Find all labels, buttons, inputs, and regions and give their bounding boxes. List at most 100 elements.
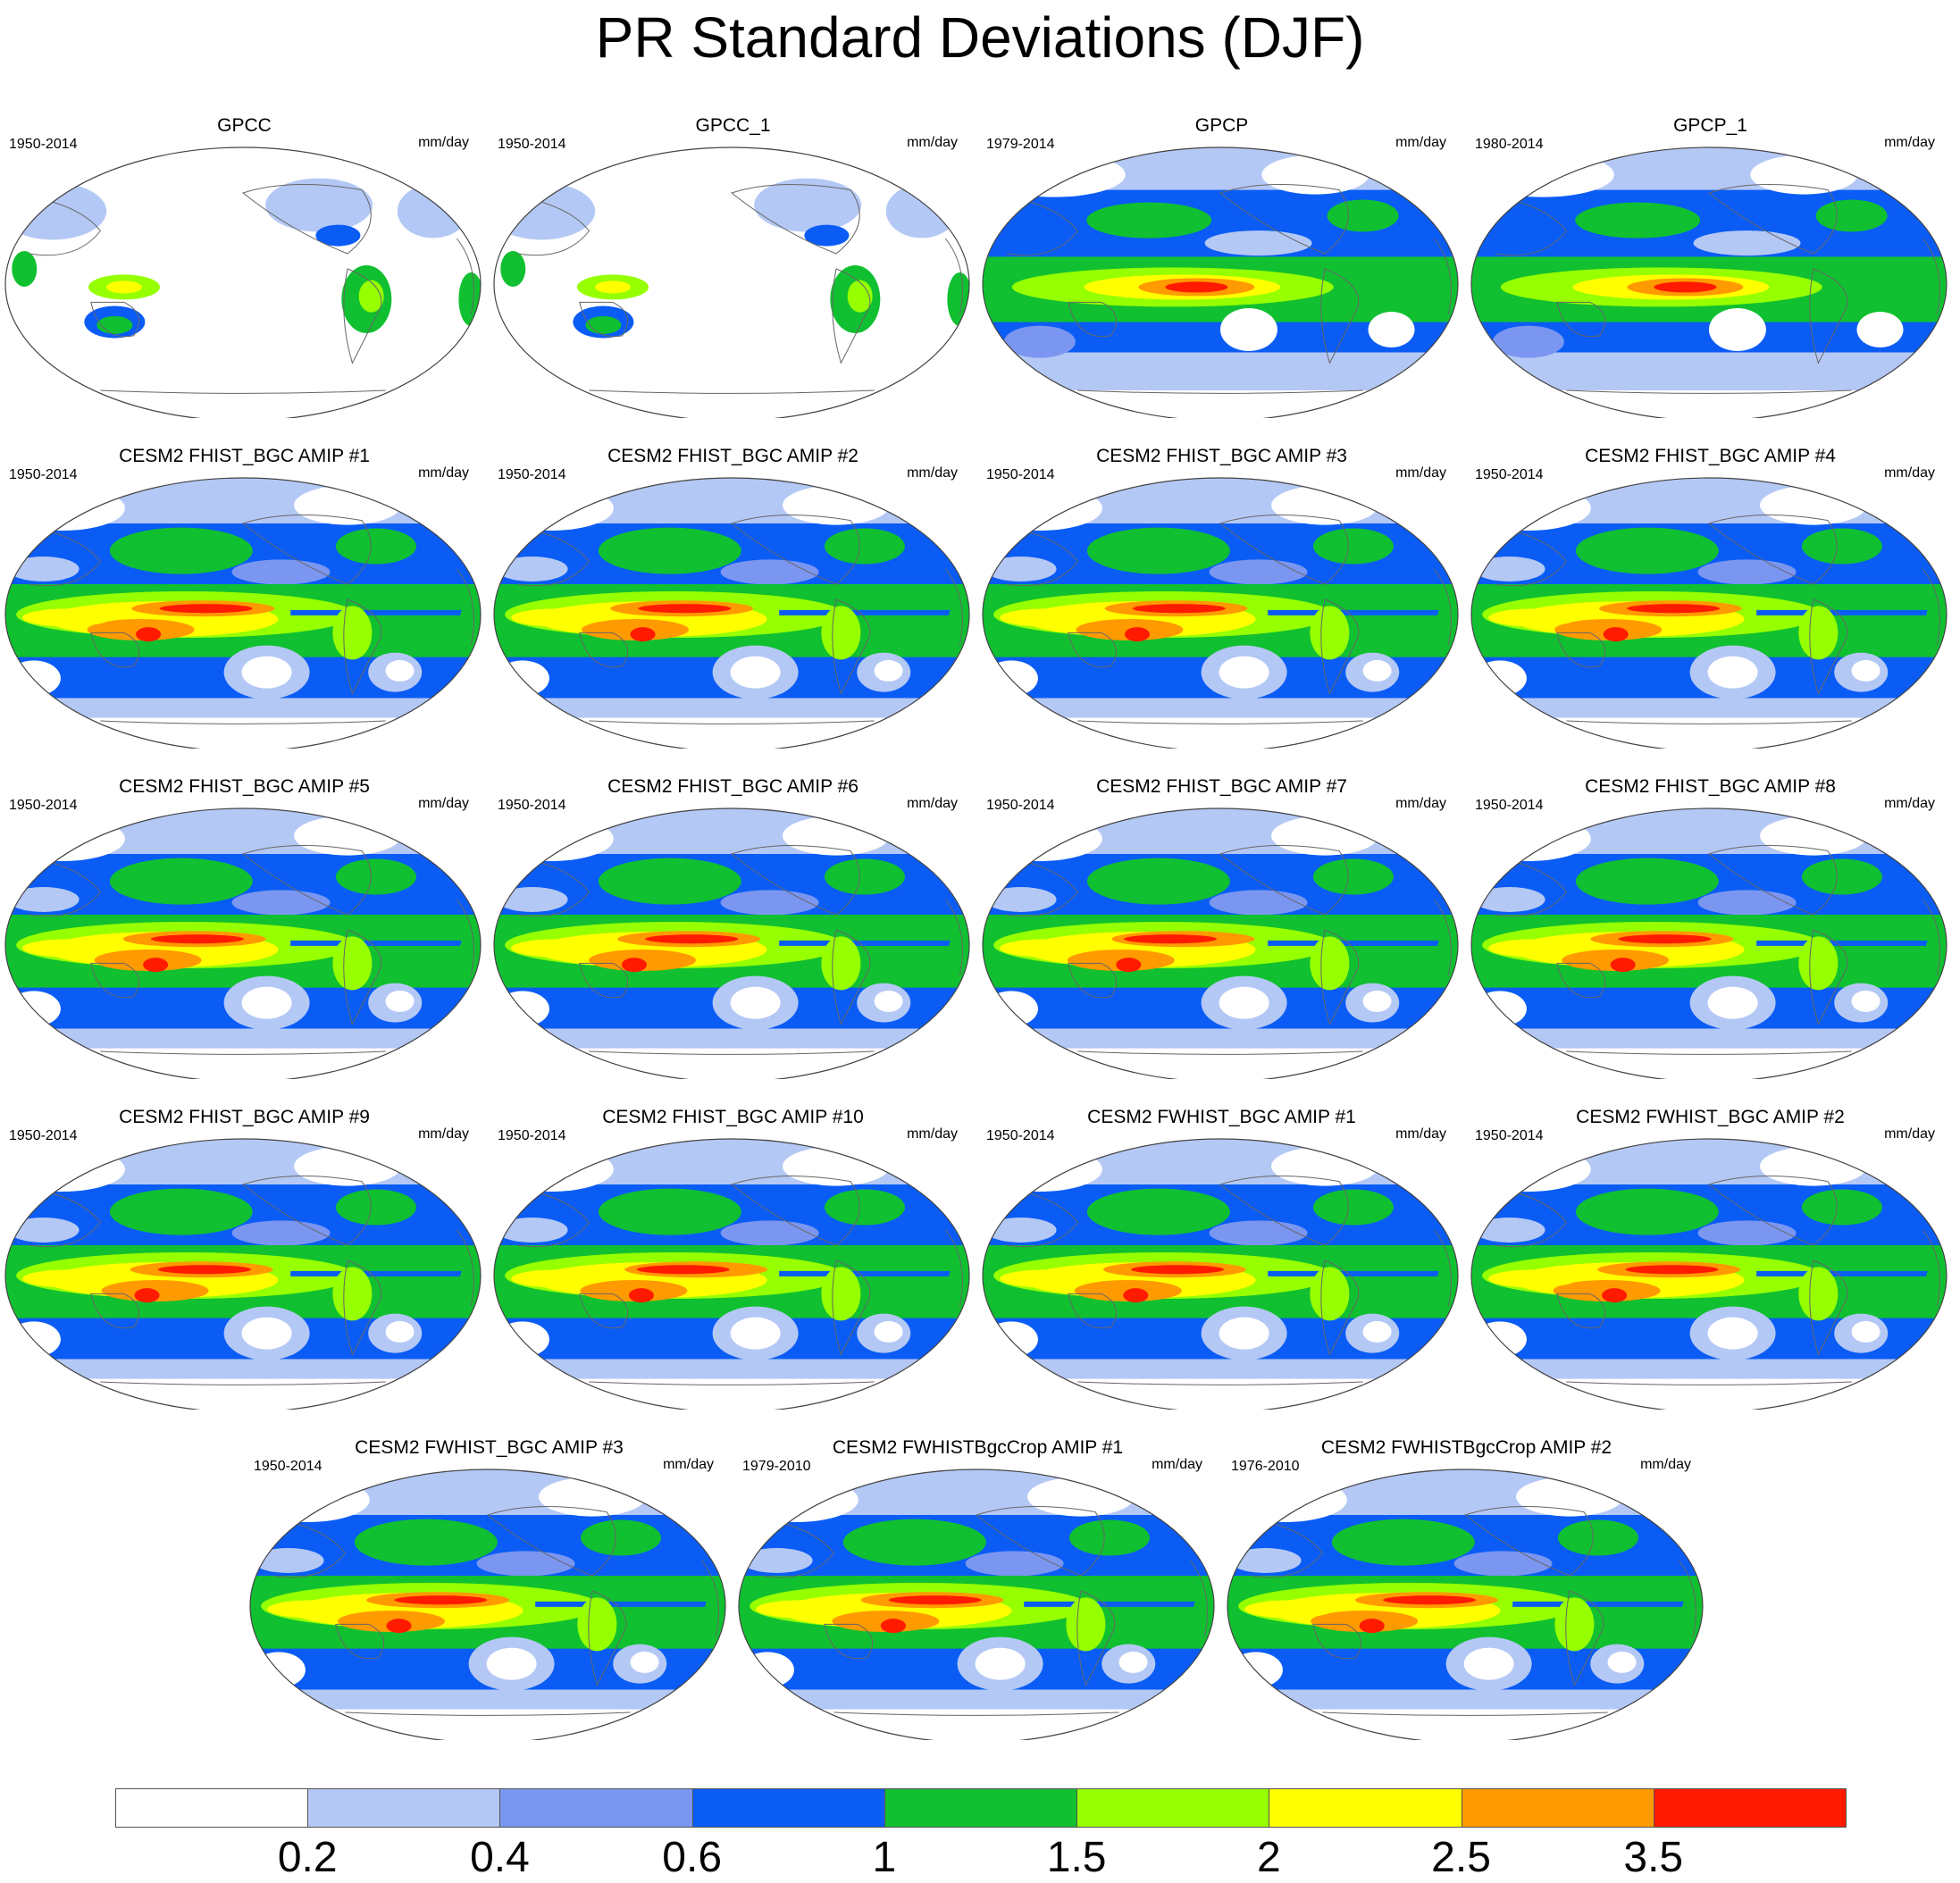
colorbar-label: 1.5 [1046, 1834, 1107, 1881]
panel-title: CESM2 FHIST_BGC AMIP #8 [1585, 776, 1836, 797]
panel-units: mm/day [1395, 135, 1446, 150]
panel-title: GPCP [1194, 115, 1249, 136]
map-plot [1470, 477, 1947, 749]
panel-units: mm/day [907, 135, 958, 150]
panel-title: CESM2 FHIST_BGC AMIP #9 [119, 1107, 370, 1127]
map-panel: GPCC_1 1950-2014 mm/day [489, 114, 977, 418]
panel-years: 1950-2014 [9, 1128, 78, 1143]
map-plot [493, 477, 970, 749]
panel-title: CESM2 FHIST_BGC AMIP #2 [607, 446, 859, 466]
panel-years: 1950-2014 [254, 1459, 322, 1474]
panel-years: 1950-2014 [9, 467, 78, 482]
panel-title: GPCP_1 [1673, 115, 1747, 136]
panel-title: CESM2 FHIST_BGC AMIP #10 [602, 1107, 864, 1127]
panel-title: CESM2 FWHIST_BGC AMIP #2 [1576, 1107, 1845, 1127]
map-plot [493, 146, 970, 418]
panel-title: CESM2 FWHISTBgcCrop AMIP #2 [1320, 1437, 1612, 1458]
map-panel: CESM2 FHIST_BGC AMIP #2 1950-2014 mm/day [489, 445, 977, 749]
panel-units: mm/day [1884, 796, 1935, 811]
panel-title: CESM2 FHIST_BGC AMIP #7 [1096, 776, 1347, 797]
colorbar-box [499, 1788, 693, 1828]
panel-years: 1980-2014 [1475, 137, 1544, 152]
map-panel: CESM2 FWHISTBgcCrop AMIP #2 1976-2010 mm/d… [1222, 1436, 1711, 1740]
panel-years: 1979-2014 [986, 137, 1055, 152]
panel-years: 1950-2014 [498, 798, 566, 813]
panel-years: 1950-2014 [9, 137, 78, 152]
panel-title: GPCC_1 [695, 115, 771, 136]
map-panel: CESM2 FHIST_BGC AMIP #3 1950-2014 mm/day [977, 445, 1466, 749]
map-panel: CESM2 FHIST_BGC AMIP #7 1950-2014 mm/day [977, 775, 1466, 1079]
panel-years: 1976-2010 [1231, 1459, 1300, 1474]
panel-years: 1950-2014 [9, 798, 78, 813]
map-plot [982, 1138, 1459, 1410]
panel-years: 1950-2014 [1475, 1128, 1544, 1143]
colorbar-box [691, 1788, 885, 1828]
map-plot [982, 808, 1459, 1079]
panel-units: mm/day [1884, 465, 1935, 481]
panel-units: mm/day [907, 1126, 958, 1142]
panel-units: mm/day [418, 796, 469, 811]
panel-units: mm/day [418, 135, 469, 150]
panel-units: mm/day [418, 465, 469, 481]
map-plot [493, 1138, 970, 1410]
panel-units: mm/day [1884, 135, 1935, 150]
map-plot [4, 1138, 482, 1410]
map-panel: GPCC 1950-2014 mm/day [0, 114, 489, 418]
map-panel: GPCP_1 1980-2014 mm/day [1466, 114, 1955, 418]
map-plot [4, 808, 482, 1079]
map-plot [1227, 1469, 1704, 1740]
panel-title: CESM2 FHIST_BGC AMIP #1 [119, 446, 370, 466]
map-plot [4, 146, 482, 418]
panel-years: 1950-2014 [986, 467, 1055, 482]
map-panel: CESM2 FWHISTBgcCrop AMIP #1 1979-2010 mm/d… [733, 1436, 1222, 1740]
colorbar-label: 3.5 [1623, 1834, 1684, 1881]
panel-years: 1950-2014 [986, 798, 1055, 813]
panel-units: mm/day [1152, 1457, 1202, 1472]
panel-units: mm/day [663, 1457, 714, 1472]
panel-years: 1950-2014 [1475, 798, 1544, 813]
map-plot [1470, 808, 1947, 1079]
panel-title: CESM2 FHIST_BGC AMIP #4 [1585, 446, 1836, 466]
panel-years: 1950-2014 [1475, 467, 1544, 482]
panel-years: 1979-2010 [742, 1459, 811, 1474]
colorbar-box [1076, 1788, 1270, 1828]
panel-units: mm/day [1395, 796, 1446, 811]
colorbar [115, 1788, 1847, 1828]
map-panel: CESM2 FHIST_BGC AMIP #1 1950-2014 mm/day [0, 445, 489, 749]
panel-years: 1950-2014 [498, 137, 566, 152]
map-panel: CESM2 FHIST_BGC AMIP #6 1950-2014 mm/day [489, 775, 977, 1079]
colorbar-label: 0.2 [277, 1834, 338, 1881]
colorbar-box [884, 1788, 1078, 1828]
panel-years: 1950-2014 [986, 1128, 1055, 1143]
panel-title: CESM2 FWHIST_BGC AMIP #3 [355, 1437, 624, 1458]
map-panel: CESM2 FWHIST_BGC AMIP #3 1950-2014 mm/day [245, 1436, 733, 1740]
map-plot [1470, 146, 1947, 418]
colorbar-label: 0.6 [662, 1834, 723, 1881]
colorbar-box [1653, 1788, 1847, 1828]
panel-title: GPCC [217, 115, 272, 136]
panel-units: mm/day [907, 796, 958, 811]
colorbar-box [115, 1788, 309, 1828]
map-plot [1470, 1138, 1947, 1410]
panel-units: mm/day [1640, 1457, 1691, 1472]
panel-title: CESM2 FHIST_BGC AMIP #5 [119, 776, 370, 797]
colorbar-label: 2.5 [1431, 1834, 1491, 1881]
panel-units: mm/day [1395, 1126, 1446, 1142]
colorbar-box [307, 1788, 501, 1828]
map-plot [738, 1469, 1215, 1740]
map-panel: CESM2 FHIST_BGC AMIP #10 1950-2014 mm/day [489, 1106, 977, 1410]
colorbar-label: 0.4 [470, 1834, 530, 1881]
panel-units: mm/day [1395, 465, 1446, 481]
map-panel: CESM2 FHIST_BGC AMIP #5 1950-2014 mm/day [0, 775, 489, 1079]
colorbar-box [1461, 1788, 1654, 1828]
map-plot [982, 477, 1459, 749]
panel-units: mm/day [907, 465, 958, 481]
map-plot [249, 1469, 726, 1740]
panel-units: mm/day [1884, 1126, 1935, 1142]
panel-title: CESM2 FWHIST_BGC AMIP #1 [1087, 1107, 1356, 1127]
panel-title: CESM2 FWHISTBgcCrop AMIP #1 [832, 1437, 1124, 1458]
map-panel: CESM2 FWHIST_BGC AMIP #2 1950-2014 mm/day [1466, 1106, 1955, 1410]
panel-title: CESM2 FHIST_BGC AMIP #6 [607, 776, 859, 797]
colorbar-label: 1 [872, 1834, 897, 1881]
map-plot [493, 808, 970, 1079]
